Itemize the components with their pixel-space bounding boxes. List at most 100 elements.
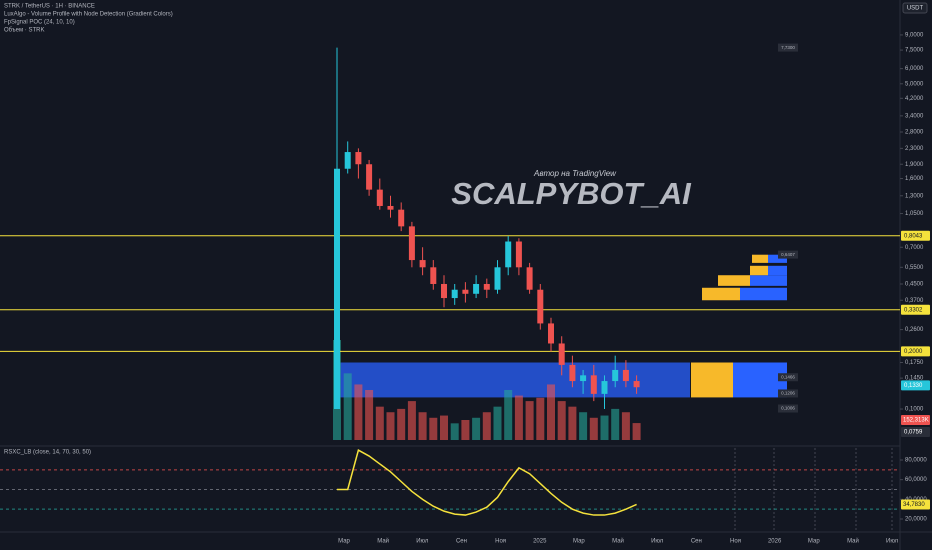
candle-body: [408, 226, 415, 261]
note-box: [778, 389, 798, 398]
volume-bar: [397, 408, 406, 440]
y-tick-label: 0,3700: [905, 298, 924, 304]
price-marker-label: 0,3302: [904, 307, 923, 313]
note-label: 0,1466: [781, 374, 795, 379]
x-tick-label: Июл: [886, 539, 899, 545]
x-tick-label: Мар: [573, 539, 585, 545]
price-marker-label: 0,2000: [904, 349, 923, 355]
candle-body: [580, 375, 587, 382]
y-tick-label: 6,0000: [905, 66, 924, 72]
y-tick-label: 1,6000: [905, 176, 924, 182]
volume-bar: [429, 417, 438, 440]
candle-body: [462, 289, 469, 294]
x-tick-label: Июл: [651, 539, 664, 545]
x-tick-label: Ноя: [495, 539, 506, 545]
rsi-title: RSXC_LB (close, 14, 70, 30, 50): [4, 450, 91, 456]
note-box: [778, 404, 798, 413]
volume-bar: [525, 401, 534, 440]
y-tick-label: 60,0000: [905, 477, 927, 483]
candle-body: [483, 283, 490, 290]
note-box: [778, 373, 798, 382]
candle-body: [633, 381, 640, 388]
candle-body: [601, 381, 608, 394]
candle-body: [590, 375, 597, 394]
y-tick-label: 0,7000: [905, 245, 924, 251]
y-tick-label: 5,0000: [905, 81, 924, 87]
candle-body: [366, 164, 373, 190]
profile-buy: [750, 265, 768, 276]
x-tick-label: Май: [377, 538, 389, 545]
volume-bar: [536, 397, 545, 440]
candle-body: [398, 209, 405, 227]
candle-body: [430, 267, 437, 284]
price-marker: [901, 304, 930, 315]
volume-marker-label: 152,313K: [903, 418, 929, 424]
y-tick-label: 2,3000: [905, 146, 924, 152]
price-marker: [901, 380, 930, 391]
profile-buy: [702, 287, 740, 301]
volume-marker: [901, 415, 930, 425]
volume-bar: [621, 412, 630, 440]
y-tick-label: 1,0500: [905, 211, 924, 217]
y-tick-label: 80,0000: [905, 458, 927, 464]
volume-bar: [418, 412, 427, 440]
candle-body: [622, 369, 629, 382]
volume-bar: [375, 406, 384, 440]
volume-bar: [557, 401, 566, 440]
candle-body: [505, 241, 512, 268]
volume-bar: [343, 373, 352, 440]
profile-sell: [750, 275, 787, 286]
y-tick-label: 0,1450: [905, 376, 924, 382]
y-tick-label: 0,2600: [905, 327, 924, 333]
x-tick-label: Мар: [808, 539, 820, 545]
volume-bar: [354, 384, 363, 440]
x-tick-label: Май: [847, 538, 859, 545]
candle-body: [526, 267, 533, 290]
note-label: 0,6407: [781, 252, 795, 257]
currency[interactable]: USDT: [907, 6, 924, 12]
y-tick-label: 0,1000: [905, 407, 924, 413]
volume-bar: [365, 390, 374, 440]
price-marker-label: 0,8043: [904, 233, 923, 239]
y-tick-label: 1,9000: [905, 162, 924, 168]
y-tick-label: 0,1750: [905, 360, 924, 366]
indicator: Объем · STRK: [4, 28, 44, 34]
y-tick-label: 2,8000: [905, 130, 924, 136]
volume-bar: [632, 423, 641, 440]
x-tick-label: 2026: [768, 539, 782, 545]
price-marker: [901, 346, 930, 357]
watermark-title: SCALPYBOT_AI: [451, 176, 692, 211]
price-marker-label: 0,1330: [904, 383, 923, 389]
x-tick-label: 2025: [533, 539, 547, 545]
volume-bar: [440, 415, 448, 440]
y-tick-label: 0,5500: [905, 265, 924, 271]
candle-body: [334, 168, 340, 410]
currency-box[interactable]: [902, 2, 928, 14]
y-tick-label: 7,5000: [905, 48, 924, 54]
volume-bar: [461, 420, 470, 440]
profile-buy: [691, 362, 733, 398]
volume-bar: [547, 384, 555, 440]
x-tick-label: Ноя: [730, 539, 741, 545]
rsi-marker: [901, 499, 930, 510]
y-tick-label: 9,0000: [905, 33, 924, 39]
note-label: 7,7300: [781, 45, 795, 50]
x-tick-label: Сен: [691, 539, 702, 545]
candle-body: [612, 369, 619, 382]
volume-bar: [611, 408, 620, 440]
y-tick-label: 1,3000: [905, 193, 924, 199]
volume-bar: [514, 395, 523, 440]
candle-body: [548, 323, 554, 344]
indicator: FpSignal POC (24, 10, 10): [4, 20, 75, 26]
rsi-marker-label: 34,7830: [903, 502, 925, 508]
volume-bar: [579, 412, 588, 440]
candle-body: [355, 152, 362, 165]
volume-bar: [407, 401, 416, 440]
volume-bar: [589, 417, 598, 440]
volume-bar: [504, 390, 513, 440]
volume-bar: [386, 412, 395, 440]
candle-body: [387, 205, 394, 210]
volume-bar: [450, 423, 459, 440]
